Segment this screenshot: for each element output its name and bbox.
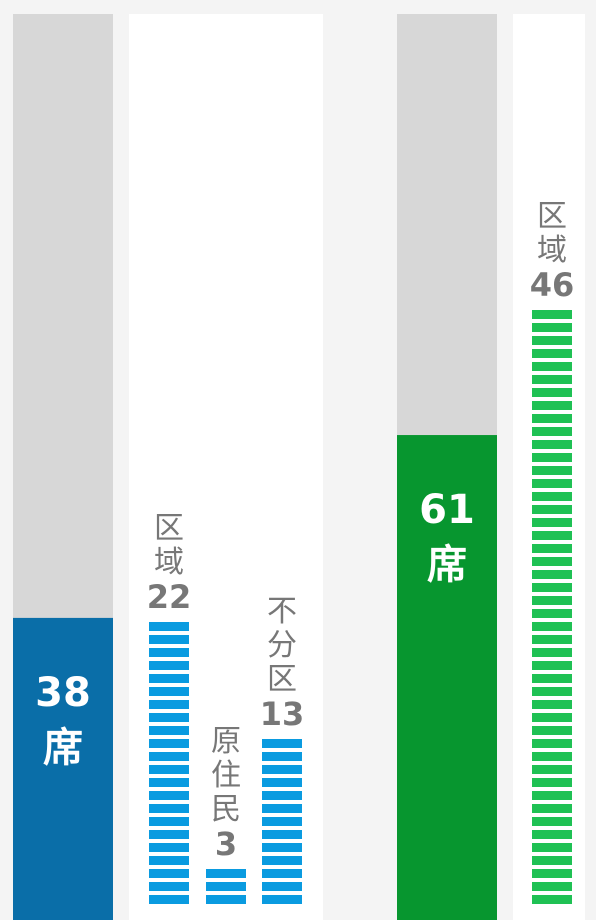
segment-bar [262, 739, 302, 908]
segment-value: 46 [530, 266, 575, 304]
segment-bar [532, 310, 572, 908]
segment-label: 区域 [537, 199, 567, 268]
seat-bar [397, 435, 497, 920]
seat-count: 61 [419, 487, 475, 533]
segment-value: 22 [147, 578, 192, 616]
segment-value: 13 [260, 695, 305, 733]
segment-label: 不分区 [267, 594, 297, 697]
segment-label: 区域 [154, 511, 184, 580]
segment-bar [149, 622, 189, 908]
segment-bar [206, 869, 246, 908]
segment-label: 原住民 [211, 724, 241, 827]
seat-bar [13, 617, 113, 920]
seat-unit: 席 [427, 542, 467, 588]
segment-value: 3 [215, 825, 237, 863]
seat-unit: 席 [43, 725, 83, 771]
seat-count: 38 [35, 670, 91, 716]
